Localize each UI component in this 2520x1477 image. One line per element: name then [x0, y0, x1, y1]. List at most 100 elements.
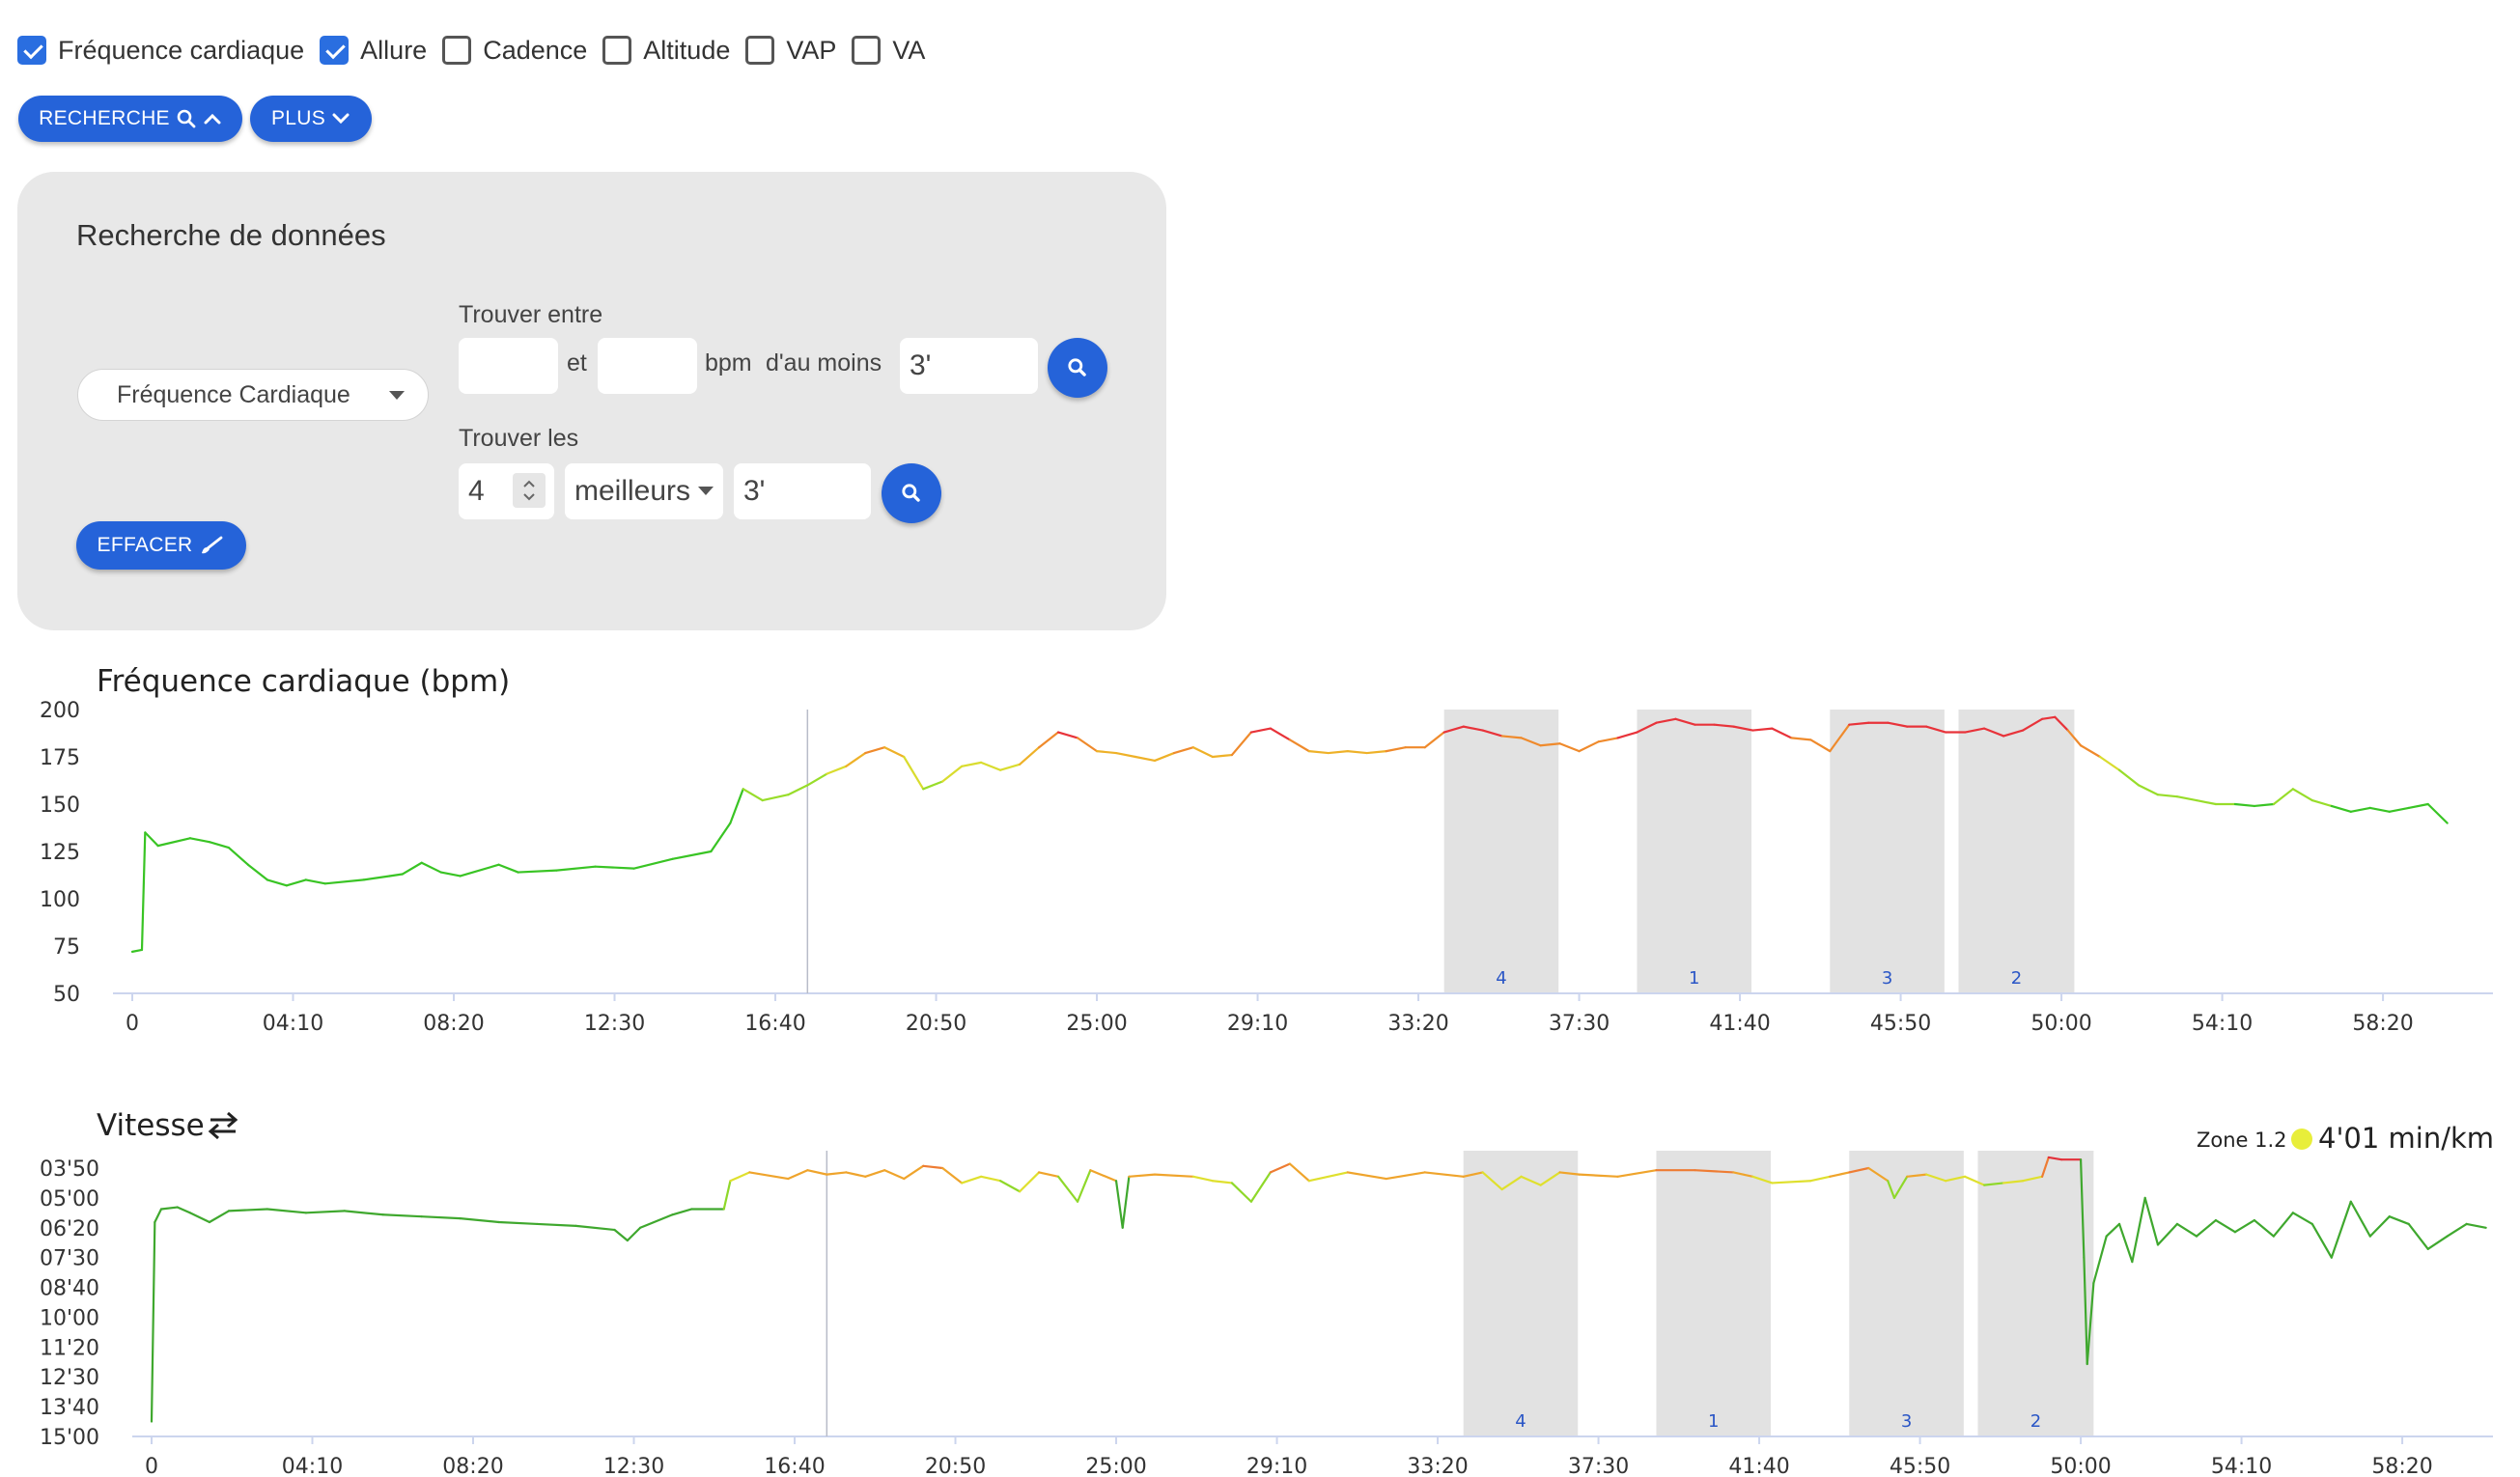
series-segment [1674, 717, 1696, 726]
highlight-band [1463, 1151, 1579, 1436]
effacer-button[interactable]: EFFACER [76, 521, 246, 570]
metric-select[interactable]: Fréquence Cardiaque [77, 369, 429, 421]
series-segment [2022, 1175, 2044, 1183]
checkbox-box[interactable] [852, 36, 882, 65]
series-segment [1249, 1171, 1272, 1203]
x-tick-label: 04:10 [282, 1455, 343, 1477]
highlight-band [1443, 710, 1559, 993]
x-tick-label: 45:50 [1870, 1012, 1931, 1036]
series-segment [2388, 806, 2410, 813]
stepper-arrows-icon[interactable] [513, 473, 546, 508]
series-segment [729, 1171, 751, 1183]
series-segment [941, 1166, 964, 1184]
y-tick-label: 200 [40, 699, 80, 723]
series-segment [1809, 738, 1832, 753]
checkbox-frequence-cardiaque[interactable]: Fréquence cardiaque [17, 36, 304, 66]
x-tick-label: 0 [126, 1012, 139, 1036]
series-segment [626, 1226, 642, 1242]
series-segment [266, 1208, 307, 1214]
series-segment [2233, 802, 2255, 808]
series-segment [639, 1213, 674, 1229]
checkbox-label: Altitude [643, 35, 731, 65]
series-segment [188, 1212, 211, 1224]
series-segment [154, 1208, 163, 1224]
duration-input-1[interactable]: 3' [900, 338, 1038, 394]
y-tick-label: 100 [40, 888, 80, 912]
series-segment [961, 761, 983, 767]
checkbox-box[interactable] [745, 36, 775, 65]
series-segment [208, 1210, 231, 1224]
series-segment [1983, 1182, 2005, 1186]
series-segment [2079, 744, 2102, 759]
zone-label: Zone 1.2 [2197, 1129, 2287, 1152]
series-segment [362, 875, 391, 881]
series-segment [1423, 1171, 1465, 1178]
checkbox-box[interactable] [17, 36, 46, 65]
checkbox-va[interactable]: VA [852, 36, 925, 66]
series-segment [420, 1215, 462, 1220]
swap-arrows-icon[interactable] [208, 1111, 238, 1140]
series-segment [2041, 715, 2057, 720]
series-segment [1925, 1173, 1947, 1183]
series-segment [2310, 1222, 2333, 1259]
series-segment [594, 865, 635, 870]
series-segment [130, 948, 144, 953]
checkbox-box[interactable] [442, 36, 472, 65]
search-best-button[interactable] [882, 463, 941, 523]
y-tick-label: 15'00 [40, 1426, 99, 1450]
series-segment [787, 784, 809, 796]
series-segment [2047, 1156, 2063, 1161]
checkbox-vap[interactable]: VAP [745, 36, 836, 66]
checkbox-altitude[interactable]: Altitude [602, 36, 730, 66]
series-segment [883, 1169, 906, 1181]
checkbox-box[interactable] [320, 36, 350, 65]
series-segment [1211, 1180, 1234, 1184]
series-segment [826, 1171, 848, 1176]
y-tick-label: 50 [53, 983, 80, 1007]
max-bpm-input[interactable] [598, 338, 697, 394]
x-tick-label: 29:10 [1227, 1012, 1288, 1036]
series-segment [1442, 725, 1465, 734]
series-segment [2175, 795, 2198, 802]
count-stepper[interactable]: 4 [459, 463, 554, 519]
series-segment [1114, 751, 1137, 759]
series-segment [1019, 1171, 1041, 1193]
checkbox-cadence[interactable]: Cadence [442, 36, 587, 66]
y-tick-label: 13'40 [40, 1396, 99, 1420]
series-segment [2117, 1222, 2134, 1264]
x-tick-label: 12:30 [584, 1012, 645, 1036]
series-segment [2272, 1212, 2294, 1238]
series-segment [1520, 737, 1542, 747]
min-bpm-input[interactable] [459, 338, 558, 394]
checkbox-label: Allure [360, 35, 428, 65]
best-mode-select[interactable]: meilleurs [565, 463, 723, 519]
y-tick-label: 08'40 [40, 1277, 99, 1301]
series-segment [1346, 750, 1368, 755]
series-segment [2368, 1215, 2391, 1238]
checkbox-box[interactable] [602, 36, 632, 65]
series-segment [555, 865, 597, 872]
series-segment [1925, 725, 1947, 734]
x-tick-label: 50:00 [2050, 1455, 2111, 1477]
duration-input-2[interactable]: 3' [734, 463, 871, 519]
series-segment [304, 1210, 346, 1214]
search-range-button[interactable] [1048, 338, 1107, 398]
heart-rate-chart: Fréquence cardiaque (bpm) 4 1 3 2 0 04:10 08:2… [40, 664, 2493, 1036]
series-segment [710, 822, 732, 853]
checkbox-label: Cadence [483, 35, 588, 65]
series-segment [2310, 798, 2333, 808]
caret-down-icon [698, 487, 714, 495]
series-segment [1230, 1182, 1252, 1203]
series-segment [2195, 798, 2218, 806]
recherche-button[interactable]: RECHERCHE [18, 96, 242, 142]
series-segment [2330, 804, 2352, 813]
series-segment [159, 1206, 179, 1211]
series-segment [2079, 1158, 2086, 1259]
series-segment [1732, 725, 1754, 732]
recherche-button-label: RECHERCHE [39, 107, 170, 129]
plus-button[interactable]: PLUS [250, 96, 372, 142]
x-tick-label: 20:50 [925, 1455, 986, 1477]
checkbox-allure[interactable]: Allure [320, 36, 427, 66]
series-segment [2156, 794, 2179, 798]
series-segment [826, 765, 848, 775]
